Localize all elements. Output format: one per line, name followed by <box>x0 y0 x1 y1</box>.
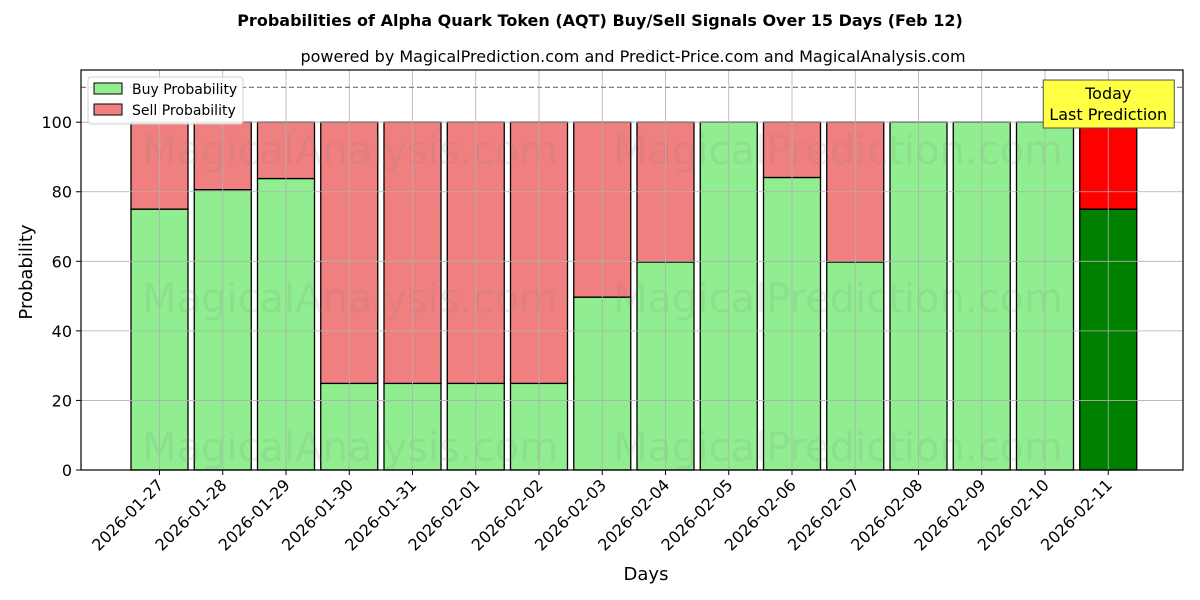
y-tick-label: 20 <box>52 391 72 410</box>
y-tick-label: 100 <box>41 113 72 132</box>
y-tick-label: 80 <box>52 183 72 202</box>
x-axis-label: Days <box>624 564 669 585</box>
y-tick-label: 40 <box>52 322 72 341</box>
chart-title: Probabilities of Alpha Quark Token (AQT)… <box>237 11 963 30</box>
today-annotation-text: Today <box>1084 84 1131 103</box>
today-annotation-box <box>1042 79 1175 129</box>
legend-sell-swatch <box>93 103 123 116</box>
legend-buy-label: Buy Probability <box>132 82 237 98</box>
y-tick-label: 60 <box>52 252 72 271</box>
chart-subtitle: powered by MagicalPrediction.com and Pre… <box>300 47 965 66</box>
watermark-text: MagicalPrediction.com <box>613 276 1063 322</box>
watermark-text: MagicalPrediction.com <box>613 425 1063 471</box>
y-tick-label: 0 <box>62 461 72 480</box>
watermark-text: MagicalAnalysis.com <box>142 128 558 174</box>
watermark-text: MagicalAnalysis.com <box>142 425 558 471</box>
watermark-text: MagicalAnalysis.com <box>142 276 558 322</box>
today-annotation-text: Last Prediction <box>1049 105 1167 124</box>
axes-frame <box>80 69 1184 471</box>
legend-sell-label: Sell Probability <box>132 103 236 119</box>
y-axis-label: Probability <box>16 224 37 319</box>
watermark-text: MagicalPrediction.com <box>613 128 1063 174</box>
legend-box <box>87 76 244 125</box>
plot-area: MagicalAnalysis.com MagicalPrediction.com… <box>41 69 1184 555</box>
legend-buy-swatch <box>93 82 123 95</box>
